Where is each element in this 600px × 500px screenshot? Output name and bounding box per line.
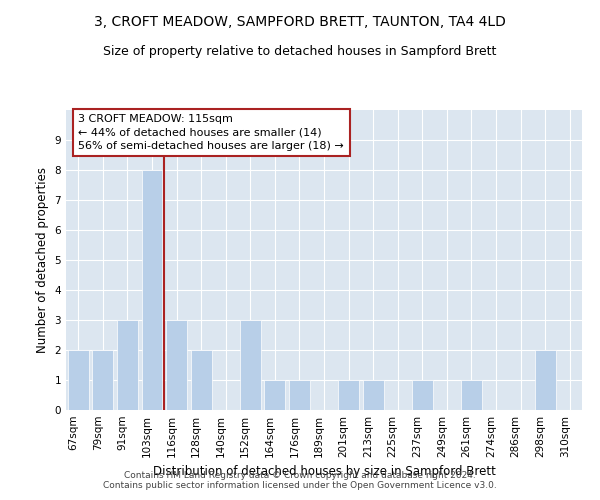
Bar [535,350,556,410]
Bar [92,350,113,410]
Text: 3 CROFT MEADOW: 115sqm
← 44% of detached houses are smaller (14)
56% of semi-det: 3 CROFT MEADOW: 115sqm ← 44% of detached… [78,114,344,151]
Bar [191,350,212,410]
Bar [265,380,286,410]
Bar [240,320,261,410]
Bar [289,380,310,410]
Bar [166,320,187,410]
Bar [412,380,433,410]
Bar [117,320,138,410]
Y-axis label: Number of detached properties: Number of detached properties [36,167,49,353]
Bar [461,380,482,410]
Text: Size of property relative to detached houses in Sampford Brett: Size of property relative to detached ho… [103,45,497,58]
X-axis label: Distribution of detached houses by size in Sampford Brett: Distribution of detached houses by size … [152,466,496,478]
Bar [142,170,163,410]
Bar [362,380,383,410]
Text: 3, CROFT MEADOW, SAMPFORD BRETT, TAUNTON, TA4 4LD: 3, CROFT MEADOW, SAMPFORD BRETT, TAUNTON… [94,15,506,29]
Bar [338,380,359,410]
Text: Contains HM Land Registry data © Crown copyright and database right 2024.
Contai: Contains HM Land Registry data © Crown c… [103,470,497,490]
Bar [68,350,89,410]
